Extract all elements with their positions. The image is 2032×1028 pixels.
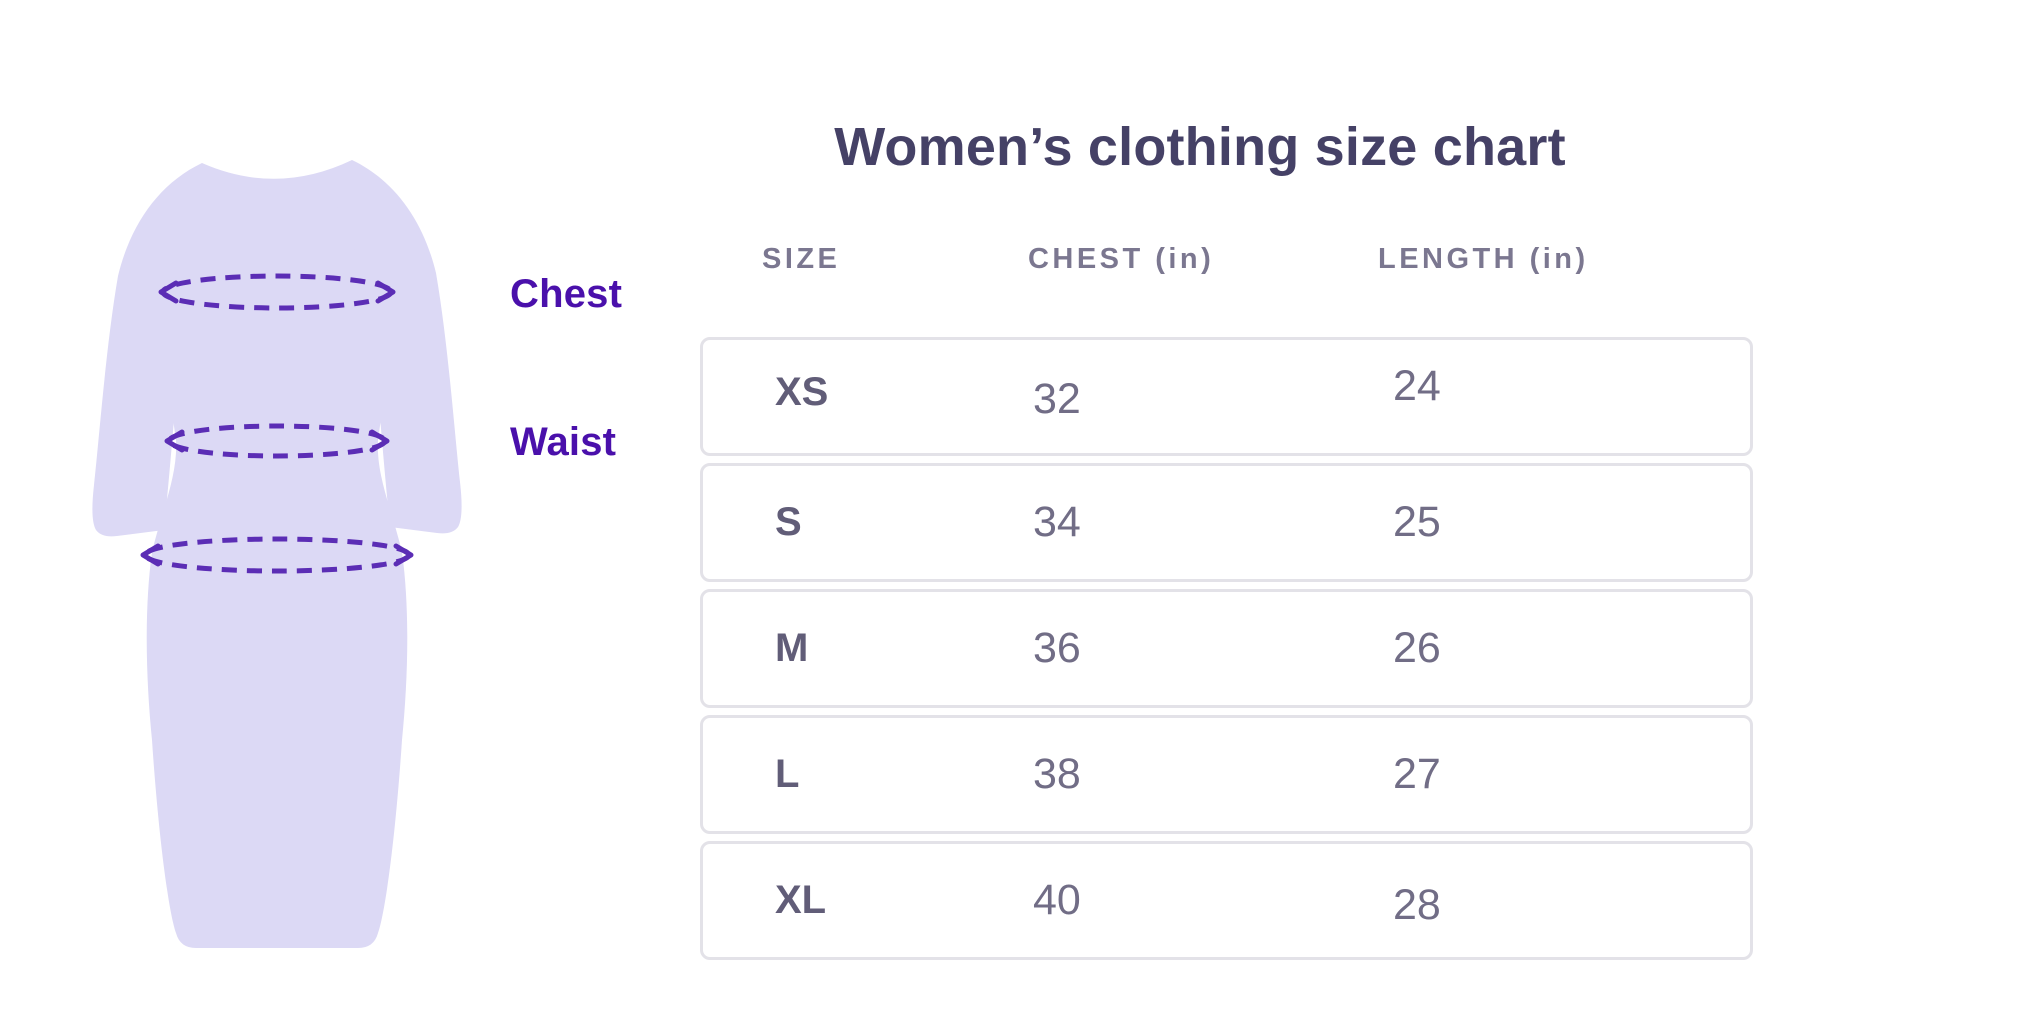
- chest-cell: 34: [1033, 498, 1081, 546]
- chest-cell: 36: [1033, 624, 1081, 672]
- column-header-length: LENGTH (in): [1378, 243, 1589, 275]
- length-cell: 27: [1393, 750, 1441, 798]
- table-row: S 34 25: [700, 463, 1753, 582]
- size-table: SIZE CHEST (in) LENGTH (in) XS 32 24 S 3…: [700, 243, 1753, 960]
- dress-left-sleeve: [92, 163, 223, 537]
- chest-measure-label: Chest: [510, 272, 623, 316]
- size-cell: S: [775, 500, 802, 544]
- column-header-size: SIZE: [762, 243, 841, 275]
- length-cell: 28: [1393, 881, 1441, 929]
- length-cell: 25: [1393, 498, 1441, 546]
- size-cell: XL: [775, 878, 827, 922]
- column-header-chest: CHEST (in): [1028, 243, 1215, 275]
- chest-measure-line: [158, 273, 396, 311]
- chest-cell: 40: [1033, 876, 1081, 924]
- size-cell: M: [775, 626, 809, 670]
- hip-measure-line: [140, 536, 414, 574]
- table-row: M 36 26: [700, 589, 1753, 708]
- length-cell: 24: [1393, 362, 1441, 410]
- table-body: XS 32 24 S 34 25 M 36 26 L 38 27 XL 40: [700, 337, 1753, 967]
- page-title: Women’s clothing size chart: [834, 117, 1566, 177]
- chest-cell: 32: [1033, 375, 1081, 423]
- length-cell: 26: [1393, 624, 1441, 672]
- table-row: XS 32 24: [700, 337, 1753, 456]
- table-row: L 38 27: [700, 715, 1753, 834]
- table-row: XL 40 28: [700, 841, 1753, 960]
- dress-illustration: [70, 138, 490, 968]
- waist-measure-label: Waist: [510, 420, 617, 464]
- dress-right-sleeve: [332, 160, 462, 534]
- waist-measure-line: [164, 423, 390, 459]
- table-header-row: SIZE CHEST (in) LENGTH (in): [700, 243, 1753, 283]
- chest-cell: 38: [1033, 750, 1081, 798]
- dress-body-shape: [146, 160, 408, 948]
- dress-silhouette-svg: [92, 160, 462, 948]
- size-cell: XS: [775, 370, 829, 414]
- size-cell: L: [775, 752, 800, 796]
